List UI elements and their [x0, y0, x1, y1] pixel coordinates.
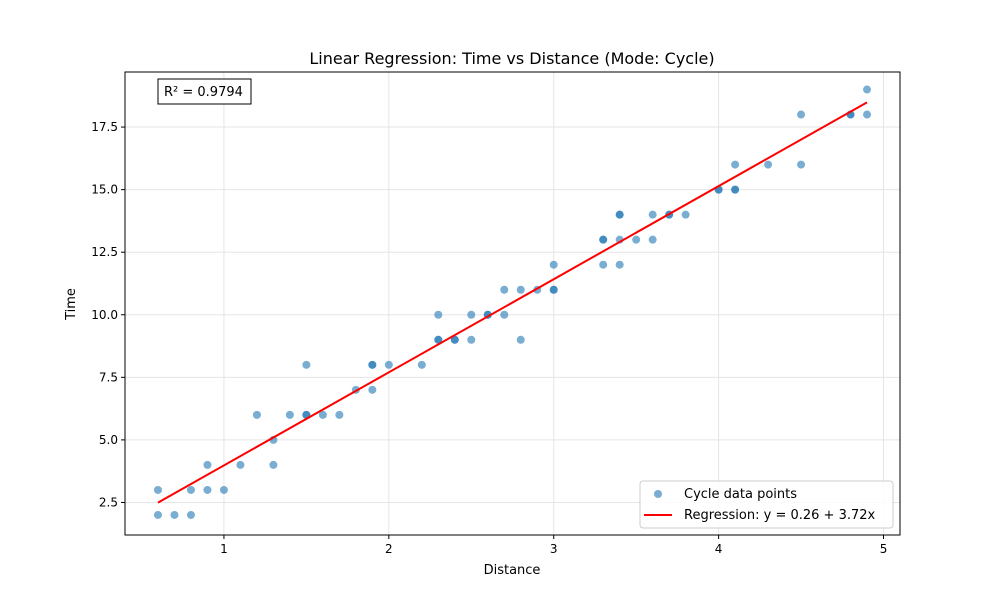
data-point — [417, 360, 426, 369]
x-axis-ticks: 1 2 3 4 5 — [220, 535, 887, 556]
data-point — [797, 160, 806, 169]
regression-line — [157, 101, 868, 504]
data-point — [467, 335, 476, 344]
data-point — [863, 110, 872, 119]
data-point — [219, 485, 228, 494]
regression-line-group — [157, 101, 868, 504]
data-point — [236, 460, 245, 469]
legend-label-regression: Regression: y = 0.26 + 3.72x — [684, 508, 876, 523]
y-tick-label: 2.5 — [99, 495, 118, 509]
data-point — [384, 360, 393, 369]
y-axis-label: Time — [64, 288, 79, 321]
data-point — [467, 310, 476, 319]
r-squared-text: R² = 0.9794 — [164, 85, 243, 100]
data-point — [302, 360, 311, 369]
data-point — [450, 335, 459, 344]
data-point — [731, 160, 740, 169]
data-point — [500, 285, 509, 294]
data-point — [186, 485, 195, 494]
plot-frame — [124, 71, 901, 536]
data-point — [681, 210, 690, 219]
data-point — [764, 160, 773, 169]
data-point — [170, 510, 179, 519]
legend-box — [639, 480, 894, 529]
data-point — [368, 385, 377, 394]
data-points — [153, 85, 872, 519]
r-squared-box: R² = 0.9794 — [157, 78, 252, 105]
data-point — [434, 335, 443, 344]
data-point — [335, 410, 344, 419]
data-point — [599, 235, 608, 244]
x-axis-label: Distance — [484, 563, 541, 578]
y-tick-label: 7.5 — [99, 370, 118, 384]
legend: Cycle data points Regression: y = 0.26 +… — [639, 480, 894, 529]
y-tick-label: 15.0 — [91, 183, 118, 197]
y-tick-label: 10.0 — [91, 308, 118, 322]
data-point — [500, 310, 509, 319]
data-point — [731, 185, 740, 194]
x-tick-label: 2 — [385, 542, 393, 556]
data-point — [549, 285, 558, 294]
data-point — [186, 510, 195, 519]
data-point — [285, 410, 294, 419]
data-point — [368, 360, 377, 369]
data-point — [153, 485, 162, 494]
chart-title: Linear Regression: Time vs Distance (Mod… — [309, 49, 714, 68]
x-tick-label: 1 — [220, 542, 228, 556]
data-point — [516, 335, 525, 344]
legend-label-points: Cycle data points — [684, 487, 797, 502]
data-point — [632, 235, 641, 244]
data-point — [516, 285, 525, 294]
y-axis-ticks: 2.5 5.0 7.5 10.0 12.5 15.0 17.5 — [91, 120, 125, 509]
data-point — [203, 485, 212, 494]
data-point — [153, 510, 162, 519]
data-point — [269, 460, 278, 469]
data-point — [615, 260, 624, 269]
y-tick-label: 17.5 — [91, 120, 118, 134]
x-tick-label: 3 — [550, 542, 558, 556]
grid — [125, 72, 900, 535]
data-point — [318, 410, 327, 419]
x-tick-label: 4 — [715, 542, 723, 556]
data-point — [648, 235, 657, 244]
data-point — [863, 85, 872, 94]
data-point — [648, 210, 657, 219]
data-point — [203, 460, 212, 469]
r-squared-box-frame — [157, 78, 252, 105]
data-point — [599, 260, 608, 269]
data-point — [615, 210, 624, 219]
y-tick-label: 12.5 — [91, 245, 118, 259]
data-point — [549, 260, 558, 269]
data-point — [434, 310, 443, 319]
y-tick-label: 5.0 — [99, 433, 118, 447]
x-tick-label: 5 — [880, 542, 888, 556]
data-point — [252, 410, 261, 419]
data-point — [797, 110, 806, 119]
legend-scatter-marker — [654, 490, 662, 498]
